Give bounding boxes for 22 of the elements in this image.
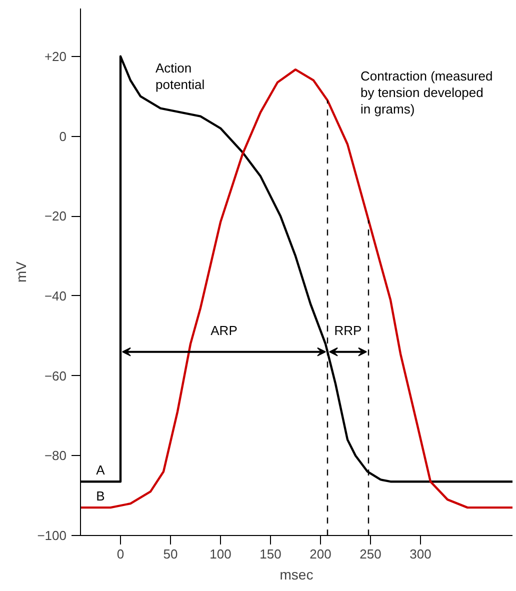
- y-tick-label: +20: [44, 48, 67, 64]
- x-tick-label: 0: [116, 546, 124, 562]
- x-tick-label: 150: [260, 546, 282, 562]
- annotation: RRP: [334, 322, 362, 338]
- y-axis-title: mV: [13, 260, 30, 282]
- x-tick-label: 100: [210, 546, 232, 562]
- x-tick-label: 200: [310, 546, 332, 562]
- series-label: Contraction (measured by tension developed in grams): [360, 68, 493, 116]
- y-tick-label: −60: [44, 368, 67, 384]
- y-tick-label: −20: [44, 208, 67, 224]
- y-tick-label: 0: [59, 128, 67, 144]
- x-tick-label: 300: [410, 546, 432, 562]
- y-tick-label: −40: [44, 288, 67, 304]
- annotation: B: [96, 488, 105, 504]
- y-tick-label: −100: [37, 528, 67, 543]
- x-tick-label: 50: [163, 546, 178, 562]
- series-label: Action potential: [156, 60, 205, 92]
- y-tick-label: −80: [44, 448, 67, 464]
- annotation: ARP: [210, 322, 238, 338]
- x-axis-title: msec: [280, 566, 314, 582]
- x-tick-label: 250: [360, 546, 382, 562]
- annotation: A: [96, 462, 106, 478]
